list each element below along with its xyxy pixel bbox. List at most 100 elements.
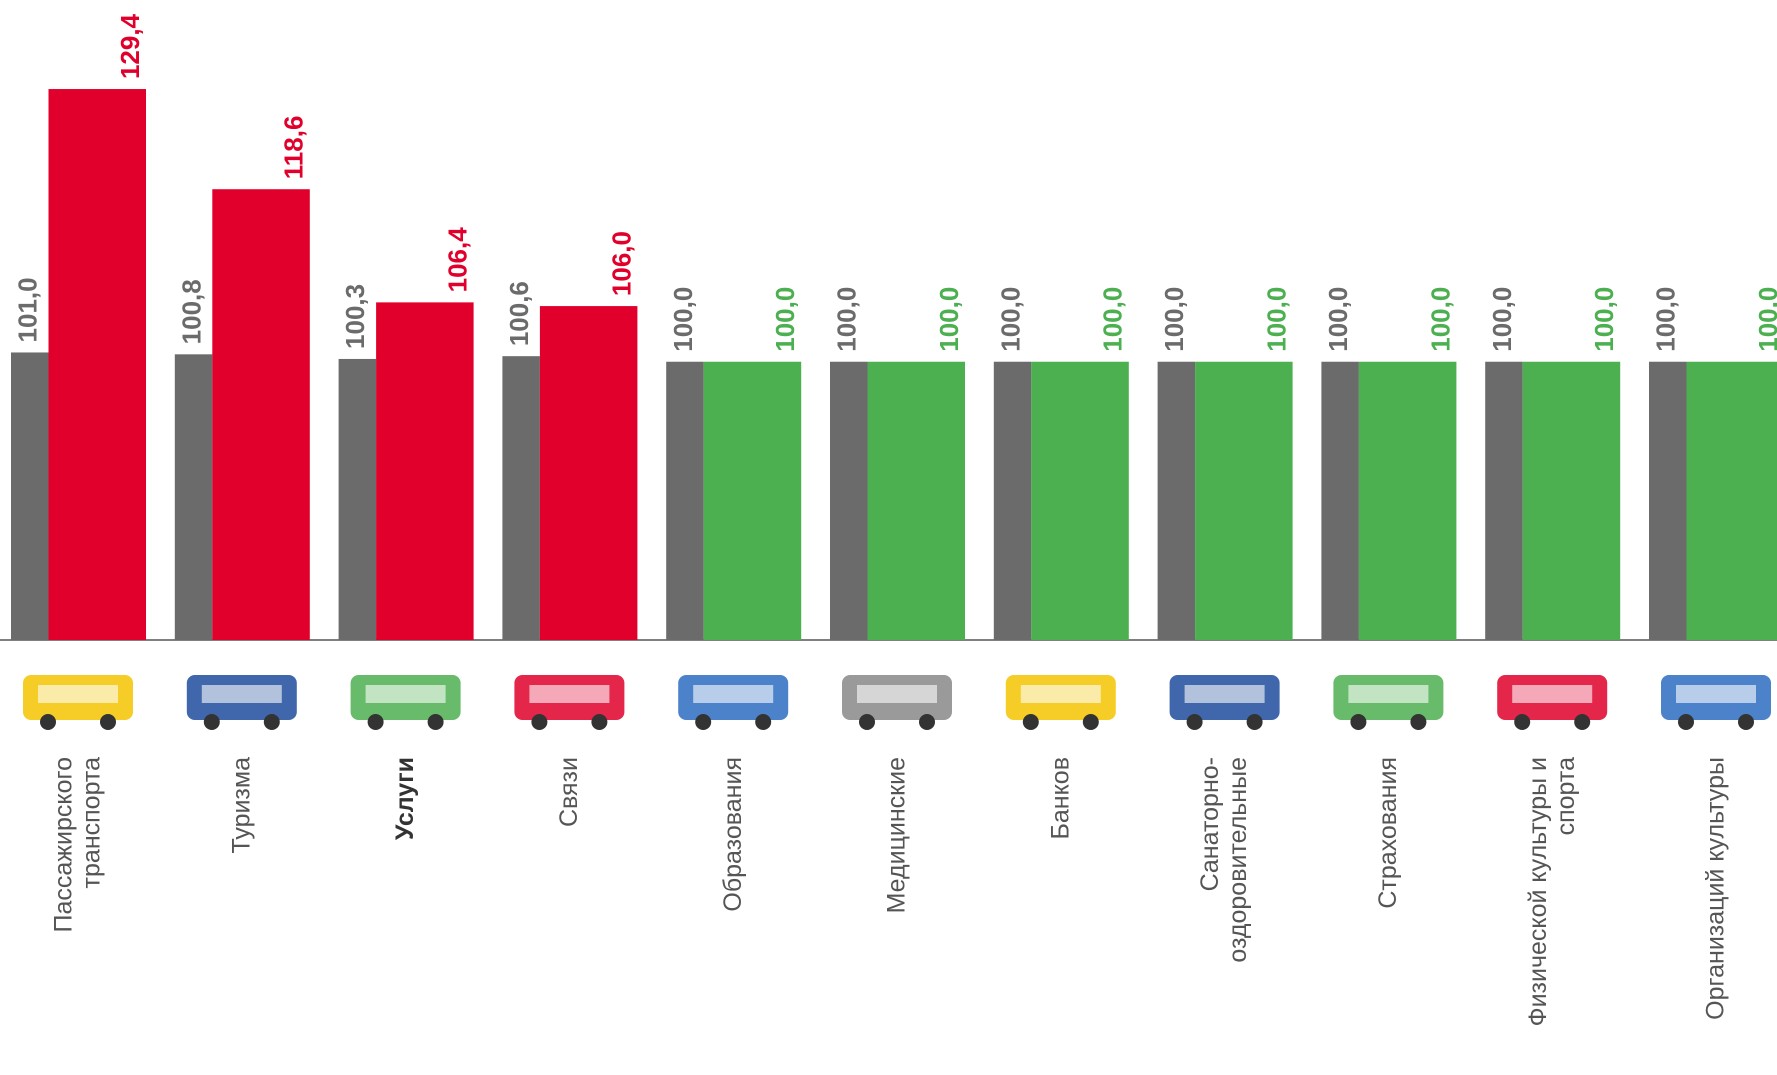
x-tick-label: Организаций культуры (1702, 757, 1730, 1020)
icon-shape (263, 714, 280, 730)
x-tick-label: Санаторно- (1196, 757, 1224, 891)
data-label: 100,0 (770, 287, 800, 352)
data-label: 118,6 (279, 116, 309, 180)
data-label: 100,0 (1159, 287, 1189, 352)
icon-shape (1676, 685, 1756, 703)
x-tick-label: Физической культуры и (1524, 757, 1552, 1026)
data-label: 100,0 (1261, 287, 1291, 352)
bar (1686, 361, 1777, 640)
data-label: 100,0 (1487, 287, 1517, 352)
bar (376, 302, 474, 640)
icon-shape (591, 714, 608, 730)
bar (212, 189, 310, 640)
icon-shape (40, 714, 56, 730)
x-tick-label: Пассажирского (50, 757, 78, 932)
x-tick-label: Услуги (391, 757, 419, 840)
data-label: 100,0 (1753, 287, 1777, 352)
data-label: 100,0 (1425, 287, 1455, 352)
icon-shape (1082, 714, 1099, 730)
icon-shape (919, 714, 935, 730)
icon-shape (531, 714, 548, 730)
x-tick-label: спорта (1552, 757, 1580, 835)
category-icon (678, 675, 789, 730)
icon-shape (100, 714, 116, 730)
data-label: 100,0 (1589, 287, 1619, 352)
x-tick-label: оздоровительные (1224, 757, 1252, 963)
category-icon (842, 675, 952, 730)
icon-shape (367, 714, 384, 730)
icon-shape (365, 685, 446, 703)
category-icon (350, 675, 461, 730)
bar (830, 361, 868, 640)
data-label: 100,0 (1651, 287, 1681, 352)
category-icon (23, 675, 133, 730)
icon-shape (1020, 685, 1101, 703)
bar (539, 306, 638, 640)
icon-shape (693, 685, 774, 703)
bar (1649, 361, 1687, 640)
data-label: 100,0 (1323, 287, 1353, 352)
bar (338, 358, 377, 640)
bar (1358, 361, 1457, 640)
icon-shape (695, 714, 712, 730)
category-icon (1497, 675, 1608, 730)
bar (993, 361, 1032, 640)
data-label: 100,0 (1098, 287, 1128, 352)
x-tick-label: Образования (719, 757, 747, 912)
category-icon (186, 675, 297, 730)
icon-shape (1350, 714, 1367, 730)
x-tick-label: транспорта (78, 757, 106, 889)
icon-shape (1410, 714, 1427, 730)
icon-shape (1184, 685, 1265, 703)
icon-shape (1022, 714, 1039, 730)
category-icon (1005, 675, 1116, 730)
icon-shape (427, 714, 444, 730)
icon-shape (1512, 685, 1593, 703)
data-label: 100,6 (504, 281, 534, 346)
bar (11, 352, 49, 640)
bar (502, 356, 540, 640)
data-label: 100,0 (832, 287, 862, 352)
data-label: 129,4 (115, 13, 145, 79)
icon-shape (755, 714, 772, 730)
icon-shape (857, 685, 937, 703)
x-tick-label: Банков (1046, 757, 1074, 840)
data-label: 101,0 (13, 277, 43, 342)
data-label: 100,0 (668, 287, 698, 352)
bar (703, 361, 802, 640)
bar (174, 354, 213, 640)
data-label: 106,0 (606, 231, 636, 296)
category-icon (1333, 675, 1444, 730)
icon-shape (203, 714, 220, 730)
x-tick-label: Связи (555, 757, 583, 827)
category-icon (514, 675, 625, 730)
bar (1321, 361, 1359, 640)
category-icon (1661, 675, 1771, 730)
category-icon (1169, 675, 1280, 730)
icon-shape (1738, 714, 1754, 730)
x-tick-label: Медицинские (883, 757, 911, 913)
bar (1522, 361, 1621, 640)
data-label: 100,0 (934, 287, 964, 352)
bar (1485, 361, 1523, 640)
icon-shape (1246, 714, 1263, 730)
bar (666, 361, 704, 640)
data-label: 100,3 (340, 284, 370, 349)
icon-shape (529, 685, 610, 703)
data-label: 106,4 (442, 227, 472, 293)
icon-shape (38, 685, 118, 703)
icon-shape (201, 685, 282, 703)
bar (48, 89, 146, 641)
icon-shape (859, 714, 875, 730)
icon-shape (1678, 714, 1694, 730)
bar (1195, 361, 1293, 640)
icon-shape (1186, 714, 1203, 730)
data-label: 100,0 (995, 287, 1025, 352)
icon-shape (1348, 685, 1429, 703)
data-label: 100,8 (176, 279, 206, 344)
bar (867, 361, 965, 640)
x-tick-label: Туризма (227, 757, 255, 854)
icon-shape (1574, 714, 1591, 730)
bar (1157, 361, 1196, 640)
